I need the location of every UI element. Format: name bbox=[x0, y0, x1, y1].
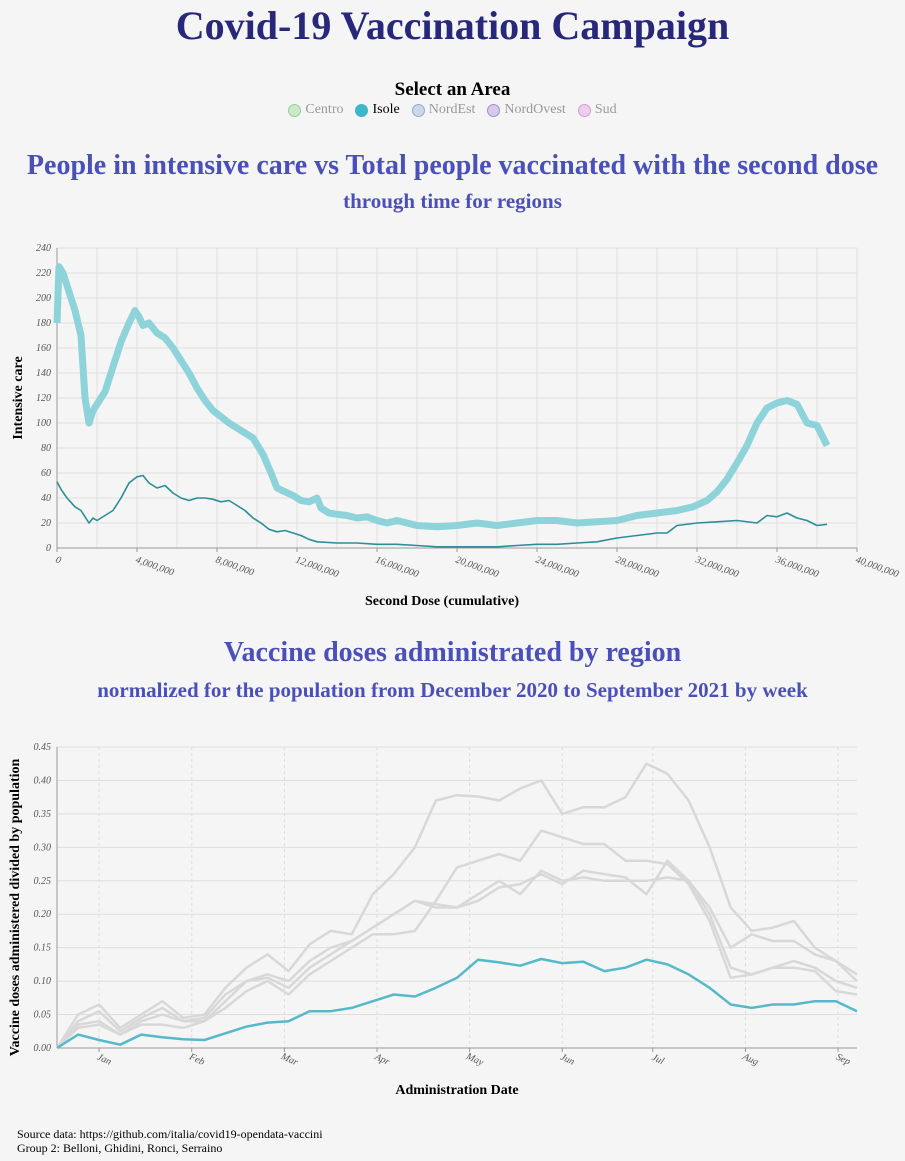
legend-dot-icon bbox=[487, 103, 501, 117]
page-title: Covid-19 Vaccination Campaign bbox=[175, 3, 730, 48]
x-tick-label: 4,000,000 bbox=[134, 554, 175, 578]
x-tick-label: Jun bbox=[558, 1052, 576, 1068]
x-tick-label: May bbox=[463, 1051, 485, 1069]
legend-item-sud[interactable]: Sud bbox=[577, 102, 617, 118]
legend-item-nordovest[interactable]: NordOvest bbox=[487, 102, 566, 118]
legend-item-nordest[interactable]: NordEst bbox=[411, 102, 476, 118]
intensive-care-chart: 0 20 40 60 80 100 120 140 160 180 200 220 240 0 4,000,… bbox=[11, 243, 900, 609]
x-tick-label: 20,000,000 bbox=[454, 554, 500, 580]
x-tick-label: 32,000,000 bbox=[693, 554, 740, 580]
y-tick-label: 60 bbox=[41, 468, 51, 479]
series-line-centro bbox=[55, 762, 858, 1049]
x-tick-label: 0 bbox=[54, 554, 62, 566]
series-line-nordovest bbox=[56, 859, 858, 1049]
y-tick-label: 0.45 bbox=[34, 742, 52, 753]
legend-dot-icon bbox=[577, 103, 591, 117]
x-tick-label: 24,000,000 bbox=[534, 554, 580, 580]
y-tick-label: 100 bbox=[36, 418, 51, 429]
legend-label: Centro bbox=[305, 102, 344, 117]
y-tick-label: 220 bbox=[36, 268, 51, 279]
y-tick-label: 0.25 bbox=[34, 876, 52, 887]
x-axis-label: Second Dose (cumulative) bbox=[365, 594, 519, 609]
chart1-title: People in intensive care vs Total people… bbox=[26, 150, 879, 181]
x-tick-label: 16,000,000 bbox=[374, 554, 420, 580]
y-tick-label: 0.40 bbox=[34, 775, 52, 786]
series-line-0 bbox=[53, 263, 831, 531]
y-tick-label: 40 bbox=[41, 493, 51, 504]
x-tick-label: Jan bbox=[95, 1052, 113, 1068]
x-tick-label: 36,000,000 bbox=[773, 554, 820, 580]
x-tick-label: Sep bbox=[834, 1052, 852, 1068]
chart2-title: Vaccine doses administrated by region bbox=[223, 637, 682, 668]
y-tick-label: 160 bbox=[36, 343, 51, 354]
legend-item-isole[interactable]: Isole bbox=[355, 102, 400, 118]
legend-dot-icon bbox=[288, 103, 302, 117]
chart1-grid bbox=[56, 247, 858, 549]
y-tick-label: 80 bbox=[41, 443, 51, 454]
series-line-nordest bbox=[56, 869, 858, 1049]
vaccine-doses-chart: 0.00 0.05 0.10 0.15 0.20 0.25 0.30 0.35 0.40 0.45… bbox=[8, 742, 858, 1098]
x-tick-label: Aug bbox=[740, 1051, 760, 1068]
chart2-subtitle: normalized for the population from Decem… bbox=[97, 678, 808, 702]
x-tick-label: 40,000,000 bbox=[854, 554, 900, 580]
y-axis-label: Vaccine doses administered divided by po… bbox=[8, 759, 23, 1057]
x-tick-label: Jul bbox=[650, 1052, 666, 1067]
x-tick-label: 12,000,000 bbox=[294, 554, 340, 580]
legend-label: Isole bbox=[372, 102, 400, 117]
y-tick-label: 0.00 bbox=[34, 1043, 52, 1054]
y-tick-label: 120 bbox=[36, 393, 51, 404]
y-tick-label: 0 bbox=[46, 543, 51, 554]
chart1-subtitle: through time for regions bbox=[343, 189, 562, 213]
y-tick-label: 20 bbox=[41, 518, 51, 529]
area-legend: Centro Isole NordEst NordOvest Sud bbox=[0, 102, 905, 118]
legend-label: Sud bbox=[594, 102, 617, 117]
series-line-isole bbox=[56, 957, 858, 1050]
x-axis-label: Administration Date bbox=[395, 1083, 518, 1098]
y-tick-label: 240 bbox=[36, 243, 51, 254]
legend-dot-icon bbox=[411, 103, 425, 117]
y-tick-label: 0.10 bbox=[34, 976, 52, 987]
y-tick-label: 0.20 bbox=[34, 909, 52, 920]
y-tick-label: 0.15 bbox=[34, 943, 52, 954]
area-selector-title: Select an Area bbox=[394, 79, 511, 100]
y-axis-label: Intensive care bbox=[11, 356, 26, 439]
x-tick-label: Mar bbox=[278, 1051, 299, 1069]
legend-dot-icon bbox=[355, 103, 369, 117]
y-tick-label: 140 bbox=[36, 368, 51, 379]
footer-authors: Group 2: Belloni, Ghidini, Ronci, Serrai… bbox=[17, 1141, 223, 1155]
series-line-1 bbox=[56, 474, 828, 548]
y-tick-label: 0.30 bbox=[34, 842, 52, 853]
x-tick-label: Apr bbox=[372, 1051, 391, 1068]
y-tick-label: 0.05 bbox=[34, 1010, 52, 1021]
x-tick-label: 28,000,000 bbox=[614, 554, 660, 580]
legend-label: NordEst bbox=[428, 102, 476, 117]
y-tick-label: 0.35 bbox=[34, 809, 52, 820]
x-tick-label: Feb bbox=[187, 1051, 207, 1068]
legend-label: NordOvest bbox=[504, 102, 566, 117]
footer-source: Source data: https://github.com/italia/c… bbox=[17, 1127, 323, 1141]
legend-item-centro[interactable]: Centro bbox=[288, 102, 343, 118]
x-tick-label: 8,000,000 bbox=[214, 554, 255, 578]
y-tick-label: 180 bbox=[36, 318, 51, 329]
series-line-sud bbox=[56, 829, 858, 1049]
y-tick-label: 200 bbox=[36, 293, 51, 304]
footer: Source data: https://github.com/italia/c… bbox=[17, 1127, 323, 1155]
